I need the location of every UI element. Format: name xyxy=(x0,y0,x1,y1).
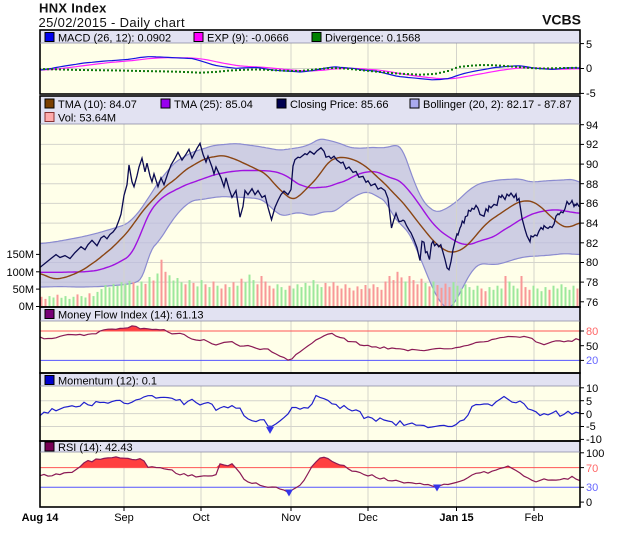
svg-text:Dec: Dec xyxy=(358,512,378,524)
svg-text:100M: 100M xyxy=(6,267,34,279)
svg-text:-5: -5 xyxy=(586,88,596,100)
svg-text:VCBS: VCBS xyxy=(542,12,581,28)
svg-text:0: 0 xyxy=(586,63,592,75)
svg-text:Sep: Sep xyxy=(114,512,134,524)
svg-text:10: 10 xyxy=(586,383,598,395)
svg-text:Momentum (12): 0.1: Momentum (12): 0.1 xyxy=(58,376,157,388)
svg-text:-10: -10 xyxy=(586,434,602,446)
svg-text:84: 84 xyxy=(586,218,598,230)
svg-text:86: 86 xyxy=(586,198,598,210)
svg-text:Divergence: 0.1568: Divergence: 0.1568 xyxy=(325,33,420,45)
svg-text:94: 94 xyxy=(586,120,598,132)
svg-text:30: 30 xyxy=(586,482,598,494)
svg-text:Jan 15: Jan 15 xyxy=(439,512,473,524)
svg-text:RSI (14): 42.43: RSI (14): 42.43 xyxy=(58,442,133,454)
svg-text:0M: 0M xyxy=(19,301,34,313)
svg-text:150M: 150M xyxy=(6,249,34,261)
svg-text:MACD (26, 12): 0.0902: MACD (26, 12): 0.0902 xyxy=(58,33,171,45)
svg-text:HNX Index: HNX Index xyxy=(39,1,107,16)
svg-text:80: 80 xyxy=(586,257,598,269)
svg-text:0: 0 xyxy=(586,409,592,421)
svg-text:88: 88 xyxy=(586,179,598,191)
svg-text:-5: -5 xyxy=(586,421,596,433)
svg-text:Closing Price: 85.66: Closing Price: 85.66 xyxy=(290,99,388,111)
svg-text:5: 5 xyxy=(586,396,592,408)
svg-text:90: 90 xyxy=(586,159,598,171)
svg-text:0: 0 xyxy=(586,497,592,509)
svg-text:Oct: Oct xyxy=(192,512,209,524)
svg-text:78: 78 xyxy=(586,277,598,289)
svg-text:Bollinger (20, 2): 82.17 - 87.: Bollinger (20, 2): 82.17 - 87.87 xyxy=(423,99,572,111)
svg-text:100: 100 xyxy=(586,448,604,460)
svg-text:Vol: 53.64M: Vol: 53.64M xyxy=(58,113,116,125)
svg-text:TMA (10): 84.07: TMA (10): 84.07 xyxy=(58,99,137,111)
svg-text:76: 76 xyxy=(586,297,598,309)
svg-text:Nov: Nov xyxy=(281,512,301,524)
svg-text:70: 70 xyxy=(586,463,598,475)
svg-text:92: 92 xyxy=(586,139,598,151)
svg-text:EXP (9): -0.0666: EXP (9): -0.0666 xyxy=(207,33,289,45)
svg-text:20: 20 xyxy=(586,355,598,367)
svg-text:Feb: Feb xyxy=(525,512,544,524)
svg-text:5: 5 xyxy=(586,39,592,51)
svg-text:Aug 14: Aug 14 xyxy=(22,512,60,524)
svg-text:Money Flow Index (14): 61.13: Money Flow Index (14): 61.13 xyxy=(58,310,204,322)
svg-text:80: 80 xyxy=(586,326,598,338)
svg-text:50M: 50M xyxy=(13,284,34,296)
svg-text:TMA (25): 85.04: TMA (25): 85.04 xyxy=(174,99,253,111)
svg-text:25/02/2015 - Daily chart: 25/02/2015 - Daily chart xyxy=(39,15,185,30)
svg-text:82: 82 xyxy=(586,238,598,250)
svg-text:50: 50 xyxy=(586,341,598,353)
